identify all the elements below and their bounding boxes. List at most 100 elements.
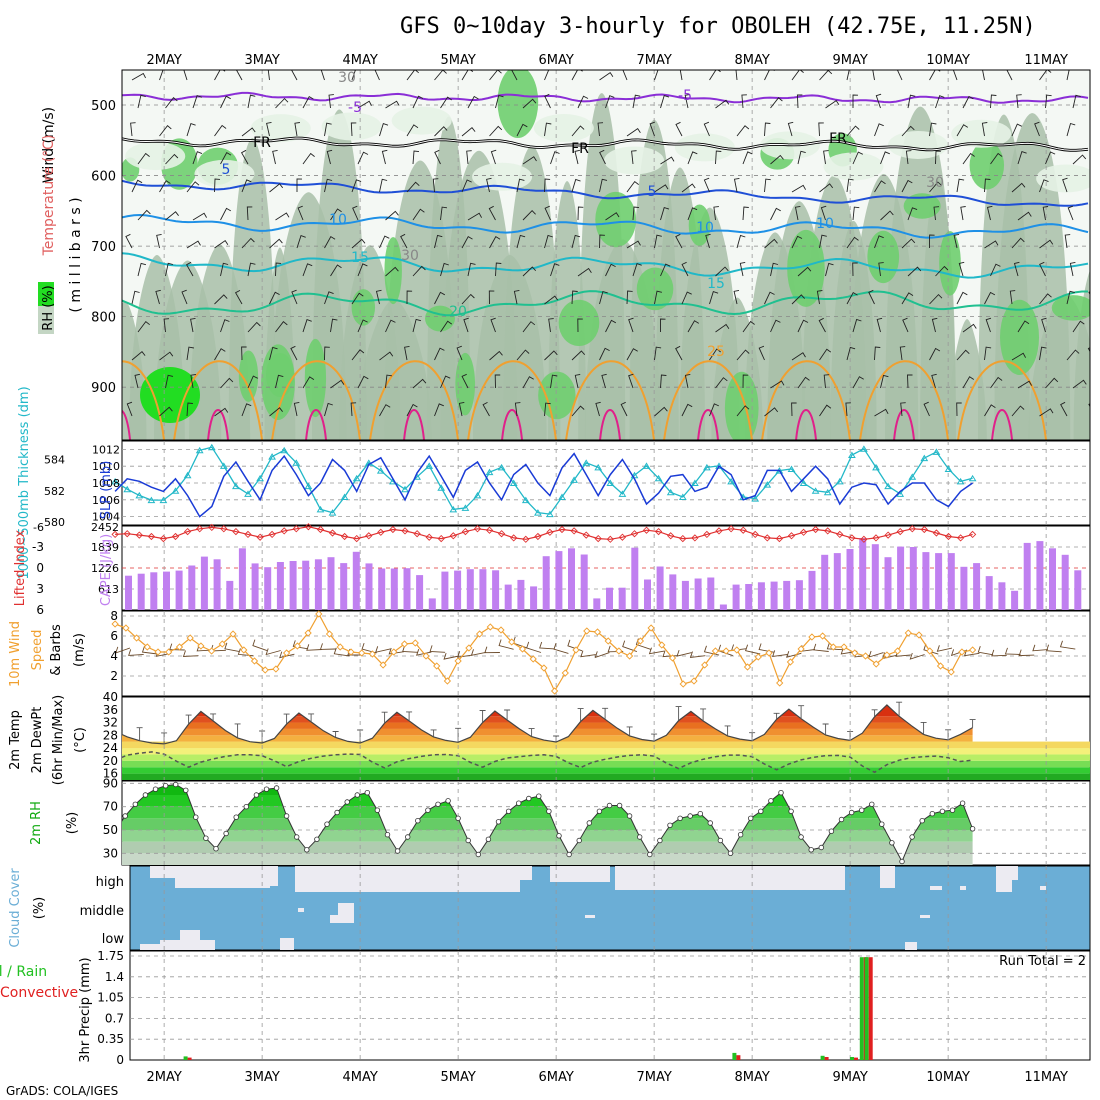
cape-bar [606,587,613,610]
rh-point [667,822,673,828]
upper-wind-barb [929,122,937,137]
surface-wind-barb [539,641,555,650]
wind-speed-point [422,652,430,660]
upper-wind-barb [736,234,746,249]
surface-wind-barb [648,647,665,655]
upper-wind-barb [791,294,806,305]
li-point [534,532,542,541]
upper-wind-barb [984,346,992,361]
top-date-label: 8MAY [734,53,769,68]
upper-wind-barb [620,401,628,417]
upper-wind-barb [577,318,583,333]
upper-wind-barb [352,205,359,221]
upper-wind-barb [675,233,683,249]
cloud-gap [1040,886,1046,890]
upper-wind-barb [990,152,1003,165]
upper-wind-barb [713,206,719,221]
thickness-point [799,479,808,486]
cloud-gap [150,866,175,878]
thickness-point [884,482,892,490]
upper-wind-barb [381,149,388,165]
upper-wind-barb [214,294,228,305]
thickness-point [485,468,494,476]
cape-bar [770,581,778,610]
upper-wind-barb [960,206,966,221]
cape-bar [618,587,626,610]
upper-wind-barb [715,266,729,277]
upper-wind-barb [956,291,968,305]
isotherm-label: 30 [926,175,944,191]
cape-tick: 1226 [91,562,119,575]
li-point [824,527,832,535]
cape-bar [403,568,411,610]
upper-wind-barb [742,320,755,333]
thickness-point [316,505,325,513]
upper-wind-barb [379,351,394,361]
cape-bar [745,584,753,610]
bottom-date-axis: 2MAY 3MAY 4MAY 5MAY 6MAY 7MAY 8MAY 9MAY 10MAY 11M… [146,1070,1068,1085]
cape-bar [327,557,335,610]
rh-tick: 70 [103,800,118,814]
upper-wind-barb [794,205,801,221]
surface-wind-barb [279,651,295,659]
li-point [667,532,675,540]
upper-wind-barb [687,151,698,165]
upper-wind-barb [935,265,949,277]
bottom-date-label: 10MAY [926,1070,970,1085]
li-point [232,527,240,536]
top-date-label: 7MAY [636,53,671,68]
rh-point [919,818,925,824]
cloud-gap [270,866,278,886]
temp-maxmin-bar [969,719,976,728]
cape-bar [719,604,727,610]
bottom-date-label: 9MAY [832,1070,867,1085]
li-point [920,525,928,534]
pressure-level-ticks: 500 600 700 800 900 [91,99,116,396]
isotherm-25 [122,360,1048,440]
surface-wind-barb [553,643,569,654]
upper-wind-barb [681,183,696,193]
li-point [642,526,651,534]
upper-wind-barb [434,70,447,81]
upper-wind-barb [605,212,620,221]
li-point [968,530,977,539]
upper-wind-barb [489,125,503,137]
upper-wind-barb [791,184,806,193]
upper-wind-barb [522,376,534,389]
upper-wind-barb [165,374,174,389]
cape-bar [656,566,664,610]
rh-point [425,807,431,813]
upper-wind-barb [275,262,282,277]
wind-speed-point [293,642,302,650]
wind-speed-point [304,629,312,637]
temp-maxmin-bar [675,706,682,721]
upper-wind-barb [269,238,283,249]
upper-wind-barb [791,70,804,81]
upper-wind-barb [404,345,410,361]
surface-wind-barb [1032,644,1048,652]
rh-moist-blob [688,204,711,247]
upper-wind-barb [186,346,194,361]
upper-wind-barb [654,234,662,249]
wind-speed-point [175,643,184,651]
upper-wind-barb [956,349,970,361]
wind-speed-point [572,646,580,654]
li-point [522,535,530,543]
wind-tick: 2 [110,669,118,683]
panel-10m-wind: 8 6 4 2 10m Wind Speed & Barbs (m/s) [8,609,1091,697]
upper-wind-barb [220,151,232,165]
upper-wind-barb [351,179,362,193]
wind-speed-line [111,610,977,695]
wind-speed-point [154,648,162,656]
rh-point [546,808,552,814]
upper-wind-barb [326,149,333,165]
p8-ylabel-3: 3hr Precip (mm) [78,957,93,1062]
surface-wind-barb [1004,647,1021,655]
panel2-series [111,443,977,518]
cape-bar [314,559,322,610]
isotherm-label: 25 [707,344,725,360]
temp-maxmin-bar [210,713,217,721]
upper-wind-barb [981,122,988,137]
rh-dry-patch [533,114,594,143]
rh-dry-patch [391,106,452,135]
